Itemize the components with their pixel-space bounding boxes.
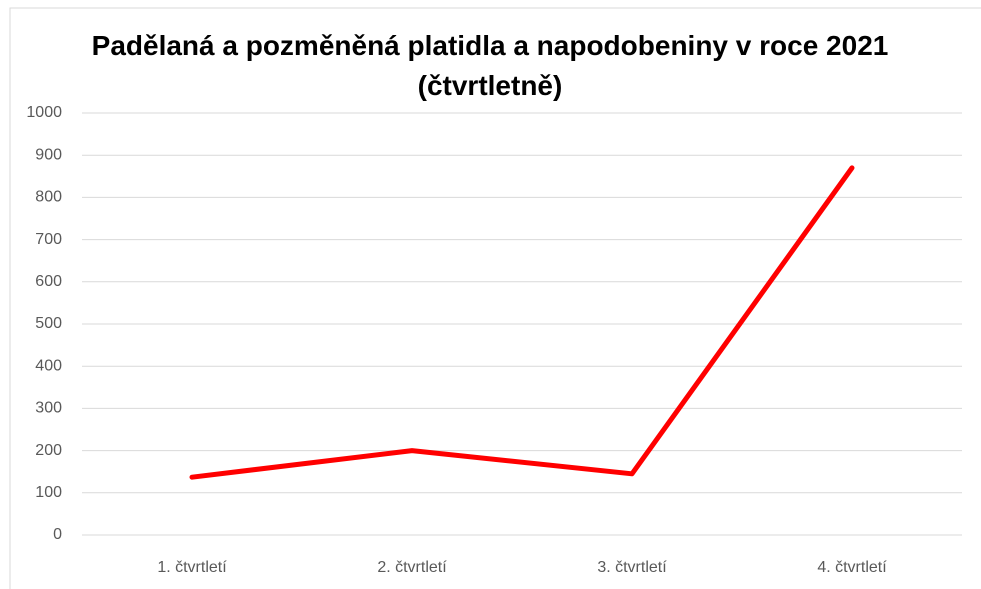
x-tick-label: 3. čtvrtletí <box>597 559 667 576</box>
x-tick-label: 1. čtvrtletí <box>157 559 227 576</box>
data-line <box>189 165 855 480</box>
y-tick-label: 100 <box>35 484 62 501</box>
chart-title: Padělaná a pozměněná platidla a napodobe… <box>91 30 889 101</box>
y-tick-label: 1000 <box>26 104 62 121</box>
x-tick-label: 4. čtvrtletí <box>817 559 887 576</box>
y-tick-label: 600 <box>35 273 62 290</box>
y-tick-label: 300 <box>35 400 62 417</box>
y-tick-label: 900 <box>35 146 62 163</box>
y-tick-label: 200 <box>35 442 62 459</box>
y-tick-label: 500 <box>35 315 62 332</box>
y-tick-label: 400 <box>35 357 62 374</box>
y-tick-label: 700 <box>35 231 62 248</box>
y-tick-label: 800 <box>35 189 62 206</box>
x-tick-label: 2. čtvrtletí <box>377 559 447 576</box>
y-tick-label: 0 <box>53 526 62 543</box>
chart-border <box>9 7 981 589</box>
